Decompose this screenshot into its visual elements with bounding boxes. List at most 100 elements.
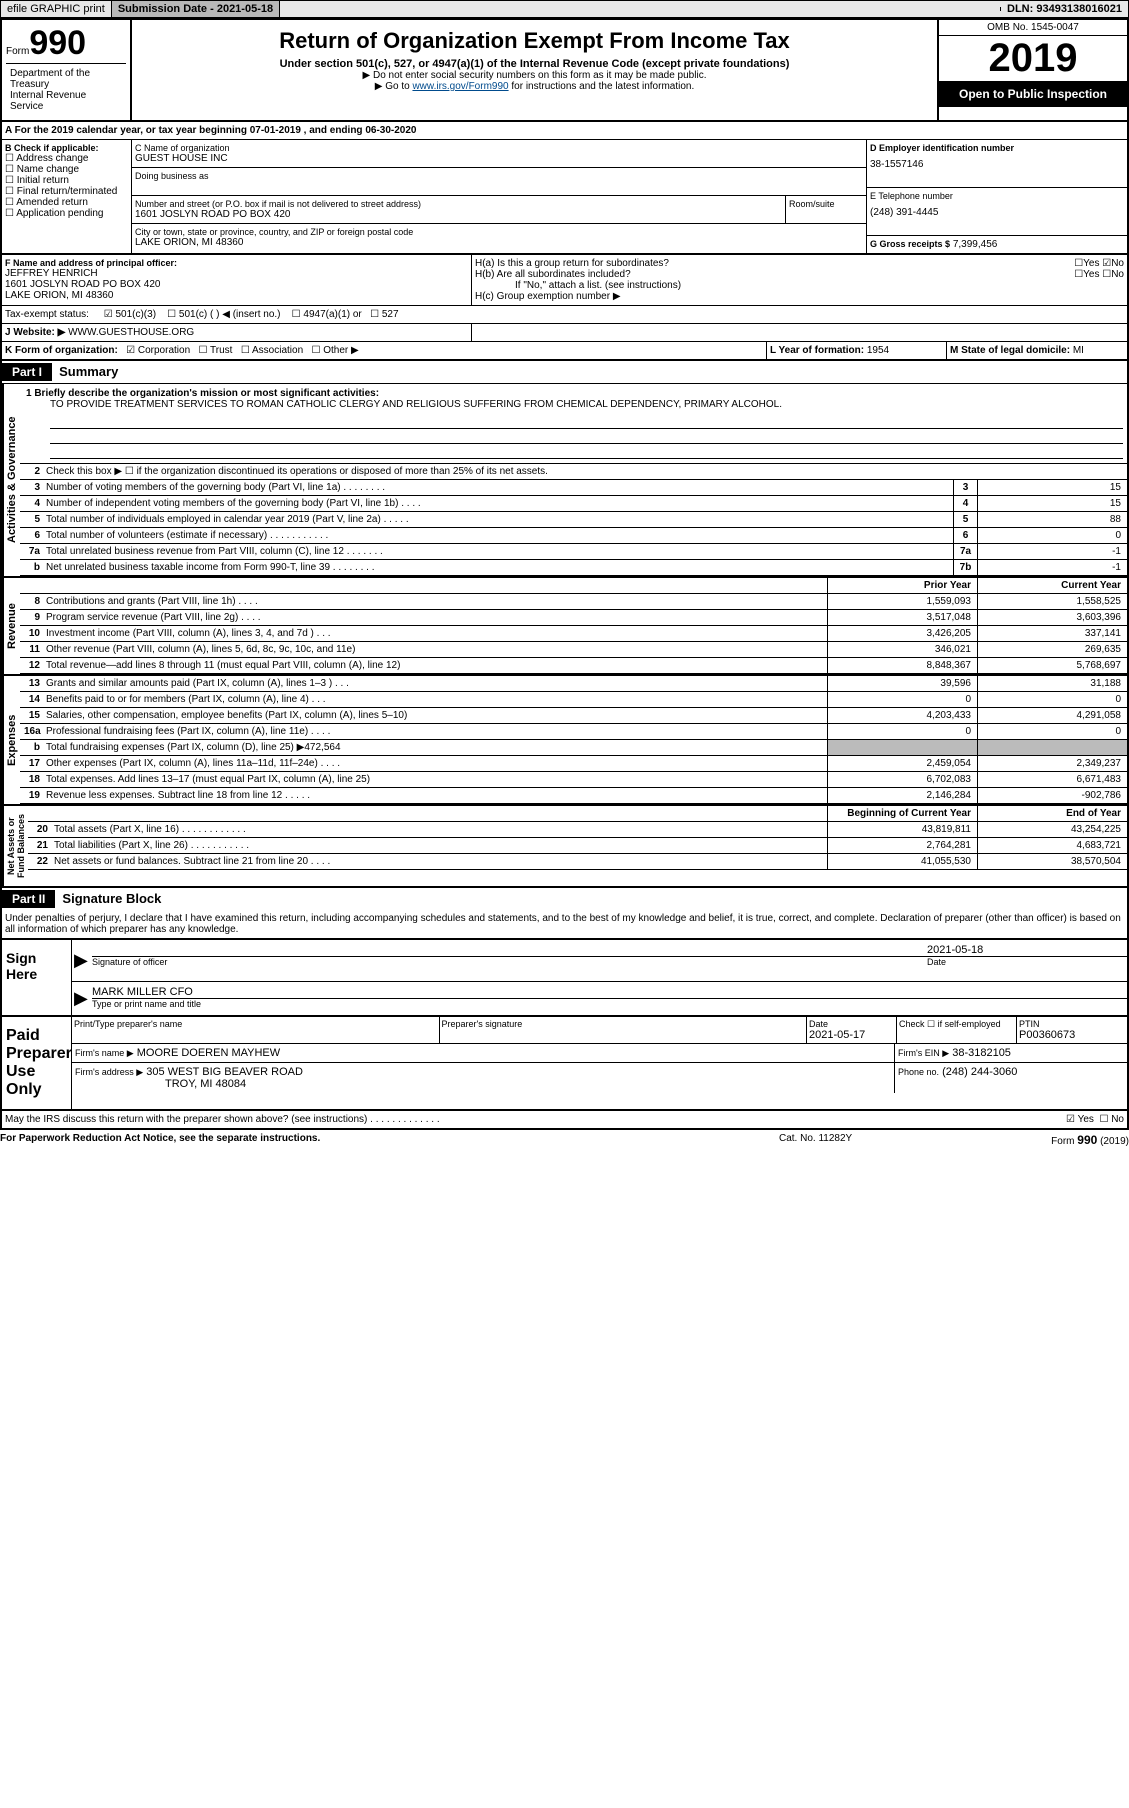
exp-lines: 13 Grants and similar amounts paid (Part… <box>20 676 1127 804</box>
room-label: Room/suite <box>789 199 863 209</box>
tax-year: 2019 <box>939 36 1127 81</box>
declaration: Under penalties of perjury, I declare th… <box>0 910 1129 940</box>
footer: For Paperwork Reduction Act Notice, see … <box>0 1130 1129 1150</box>
line2-num: 2 <box>20 464 44 479</box>
l-label: L Year of formation: <box>770 345 864 356</box>
website-right <box>472 324 1127 341</box>
rev-hdr: Prior Year Current Year <box>20 578 1127 594</box>
net-line: 20 Total assets (Part X, line 16) . . . … <box>28 822 1127 838</box>
vert-net: Net Assets or Fund Balances <box>2 806 28 886</box>
line1: 1 Briefly describe the organization's mi… <box>20 384 1127 463</box>
discuss-chk[interactable]: ☑ Yes ☐ No <box>1066 1114 1124 1125</box>
firm-addr2: TROY, MI 48084 <box>75 1078 246 1090</box>
website-cell: J Website: ▶ WWW.GUESTHOUSE.ORG <box>2 324 472 341</box>
chk-corp[interactable]: ☑ Corporation <box>126 345 190 356</box>
section-bcd: B Check if applicable: ☐ Address change … <box>0 140 1129 255</box>
net-line: 21 Total liabilities (Part X, line 26) .… <box>28 838 1127 854</box>
line1-text: TO PROVIDE TREATMENT SERVICES TO ROMAN C… <box>50 399 1123 410</box>
submission-date: Submission Date - 2021-05-18 <box>112 1 280 17</box>
chk-assoc[interactable]: ☐ Association <box>241 345 303 356</box>
ein-label: D Employer identification number <box>870 143 1124 153</box>
chk-501c3[interactable]: ☑ 501(c)(3) <box>104 309 156 320</box>
footer-right: Form 990 (2019) <box>979 1133 1129 1147</box>
line1-label: 1 Briefly describe the organization's mi… <box>26 388 1123 399</box>
section-b: B Check if applicable: ☐ Address change … <box>2 140 132 253</box>
rev-hdr-spacer2 <box>44 578 827 593</box>
efile-label: efile GRAPHIC print <box>1 1 112 17</box>
part1-label: Part I <box>2 363 52 381</box>
gov-lines: 1 Briefly describe the organization's mi… <box>20 384 1127 576</box>
chk-name[interactable]: ☐ Name change <box>5 164 128 175</box>
part1-net: Net Assets or Fund Balances Beginning of… <box>0 804 1129 888</box>
chk-pending-label: Application pending <box>16 208 103 219</box>
chk-trust[interactable]: ☐ Trust <box>198 345 232 356</box>
note-goto: ▶ Go to www.irs.gov/Form990 for instruct… <box>136 81 933 92</box>
firm-ein: 38-3182105 <box>952 1047 1011 1059</box>
net-line: 22 Net assets or fund balances. Subtract… <box>28 854 1127 870</box>
net-hdr-spacer2 <box>52 806 827 821</box>
chk-501c3-label: 501(c)(3) <box>115 309 156 320</box>
dba-label: Doing business as <box>135 171 863 181</box>
tel: (248) 391-4445 <box>870 201 1124 218</box>
chk-pending[interactable]: ☐ Application pending <box>5 208 128 219</box>
irs-link[interactable]: www.irs.gov/Form990 <box>412 81 508 92</box>
net-hdr-spacer1 <box>28 806 52 821</box>
sign-here-section: Sign Here ▶ Signature of officer 2021-05… <box>0 940 1129 1017</box>
section-c: C Name of organization GUEST HOUSE INC D… <box>132 140 867 253</box>
section-m: M State of legal domicile: MI <box>947 342 1127 359</box>
sign-here-right: ▶ Signature of officer 2021-05-18 Date ▶… <box>72 940 1127 1015</box>
hc-label: H(c) Group exemption number ▶ <box>475 291 1124 302</box>
ha-chk[interactable]: ☐Yes ☑No <box>1074 258 1124 269</box>
note-goto-suffix: for instructions and the latest informat… <box>509 81 695 92</box>
chk-4947[interactable]: ☐ 4947(a)(1) or <box>292 309 362 320</box>
exp-line: 19 Revenue less expenses. Subtract line … <box>20 788 1127 804</box>
chk-501c[interactable]: ☐ 501(c) ( ) ◀ (insert no.) <box>167 309 280 320</box>
chk-address-label: Address change <box>16 153 88 164</box>
chk-initial[interactable]: ☐ Initial return <box>5 175 128 186</box>
gross-label: G Gross receipts $ <box>870 239 950 249</box>
section-k: K Form of organization: ☑ Corporation ☐ … <box>2 342 767 359</box>
public-inspection: Open to Public Inspection <box>939 81 1127 107</box>
gov-line: 6 Total number of volunteers (estimate i… <box>20 528 1127 544</box>
line-a: A For the 2019 calendar year, or tax yea… <box>0 122 1129 140</box>
exp-line: 18 Total expenses. Add lines 13–17 (must… <box>20 772 1127 788</box>
section-klm: K Form of organization: ☑ Corporation ☐ … <box>0 342 1129 361</box>
website-row: J Website: ▶ WWW.GUESTHOUSE.ORG <box>0 324 1129 342</box>
exp-line: b Total fundraising expenses (Part IX, c… <box>20 740 1127 756</box>
chk-other[interactable]: ☐ Other ▶ <box>312 345 359 356</box>
form-id-block: Form990 Department of the Treasury Inter… <box>2 20 132 120</box>
discuss-text: May the IRS discuss this return with the… <box>5 1114 1066 1125</box>
omb: OMB No. 1545-0047 <box>939 20 1127 36</box>
tel-label: E Telephone number <box>870 191 1124 201</box>
prep-name-label: Print/Type preparer's name <box>74 1019 437 1029</box>
form-prefix: Form <box>6 46 29 57</box>
chk-final[interactable]: ☐ Final return/terminated <box>5 186 128 197</box>
chk-initial-label: Initial return <box>17 175 69 186</box>
officer-addr1: 1601 JOSLYN ROAD PO BOX 420 <box>5 279 468 290</box>
ein: 38-1557146 <box>870 153 1124 170</box>
chk-amended-label: Amended return <box>16 197 88 208</box>
hb-chk[interactable]: ☐Yes ☐No <box>1074 269 1124 280</box>
hb-label: H(b) Are all subordinates included? <box>475 269 631 280</box>
typed-name: MARK MILLER CFO <box>92 986 1127 998</box>
rev-line: 11 Other revenue (Part VIII, column (A),… <box>20 642 1127 658</box>
gov-line: 5 Total number of individuals employed i… <box>20 512 1127 528</box>
org-name: GUEST HOUSE INC <box>135 153 863 164</box>
addr-label: Number and street (or P.O. box if mail i… <box>135 199 782 209</box>
exp-line: 15 Salaries, other compensation, employe… <box>20 708 1127 724</box>
firm-name-label: Firm's name ▶ <box>75 1048 134 1058</box>
sig-date-block: 2021-05-18 Date <box>927 940 1127 981</box>
chk-527[interactable]: ☐ 527 <box>370 309 398 320</box>
chk-amended[interactable]: ☐ Amended return <box>5 197 128 208</box>
line2: 2 Check this box ▶ ☐ if the organization… <box>20 463 1127 480</box>
vert-gov: Activities & Governance <box>2 384 20 576</box>
prep-check[interactable]: Check ☐ if self-employed <box>897 1017 1017 1043</box>
begin-hdr: Beginning of Current Year <box>827 806 977 821</box>
phone-label: Phone no. <box>898 1067 939 1077</box>
chk-address[interactable]: ☐ Address change <box>5 153 128 164</box>
vert-exp: Expenses <box>2 676 20 804</box>
exp-line: 13 Grants and similar amounts paid (Part… <box>20 676 1127 692</box>
part1-header: Part I Summary <box>0 361 1129 383</box>
tax-exempt: Tax-exempt status: ☑ 501(c)(3) ☐ 501(c) … <box>2 306 1127 323</box>
arrow-icon-2: ▶ <box>72 982 92 1015</box>
